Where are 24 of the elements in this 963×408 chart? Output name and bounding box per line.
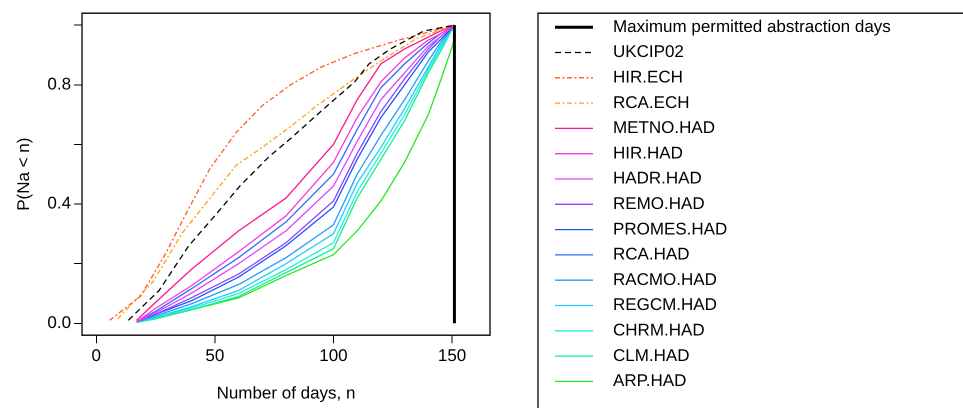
legend-label: Maximum permitted abstraction days bbox=[613, 16, 891, 36]
legend-label: HIR.HAD bbox=[613, 143, 683, 162]
legend-label: ARP.HAD bbox=[613, 371, 686, 390]
y-tick-label: 0.4 bbox=[47, 194, 72, 213]
legend-label: REGCM.HAD bbox=[613, 295, 717, 314]
y-tick-label: 0.8 bbox=[47, 74, 72, 94]
legend-label: RCA.HAD bbox=[613, 244, 690, 264]
y-tick-label: 0.0 bbox=[47, 312, 72, 332]
legend-label: RCA.ECH bbox=[613, 92, 690, 112]
legend-label: CHRM.HAD bbox=[613, 320, 705, 340]
legend-label: PROMES.HAD bbox=[613, 219, 728, 238]
x-axis-title: Number of days, n bbox=[216, 383, 356, 402]
x-tick-label: 100 bbox=[319, 346, 348, 366]
legend-label: RACMO.HAD bbox=[613, 270, 717, 289]
legend-label: HIR.ECH bbox=[613, 67, 683, 86]
x-tick-label: 50 bbox=[205, 346, 224, 366]
y-axis-title: P(Na < n) bbox=[14, 138, 33, 211]
legend-label: CLM.HAD bbox=[613, 346, 690, 365]
legend-label: REMO.HAD bbox=[613, 194, 705, 213]
legend-label: METNO.HAD bbox=[613, 118, 715, 138]
x-tick-label: 0 bbox=[92, 346, 101, 366]
legend-label: UKCIP02 bbox=[613, 42, 684, 62]
legend-label: HADR.HAD bbox=[613, 168, 702, 188]
x-tick-label: 150 bbox=[438, 346, 466, 366]
